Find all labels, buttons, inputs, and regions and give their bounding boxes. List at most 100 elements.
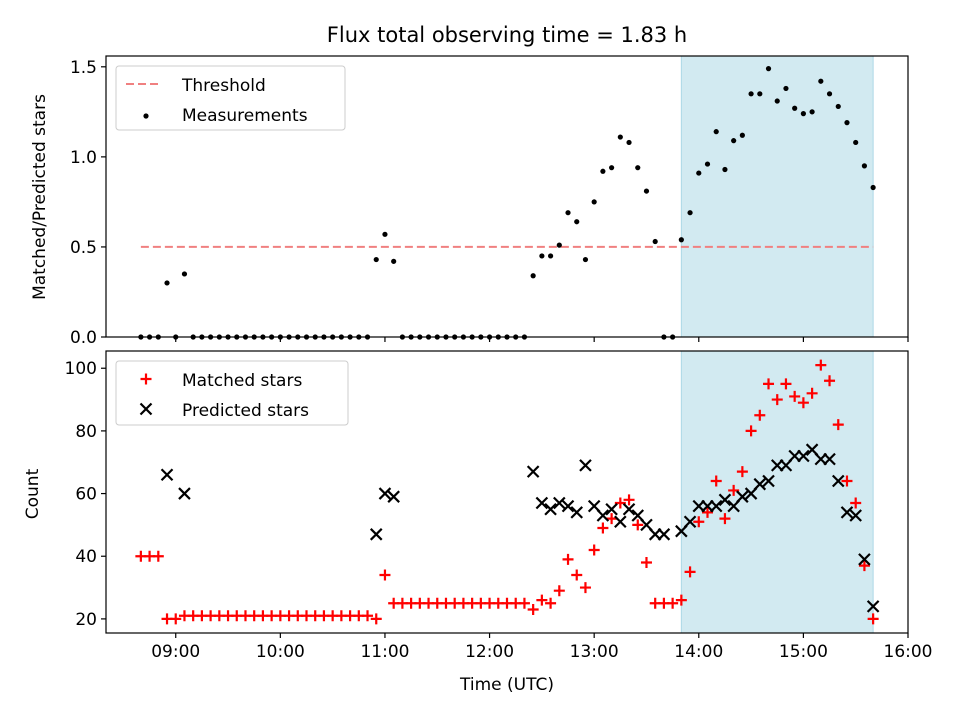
predicted-star-marker (718, 493, 732, 507)
measurement-point (164, 280, 170, 286)
matched-star-marker (370, 613, 382, 625)
predicted-star-marker (840, 506, 854, 519)
measurement-point (861, 163, 868, 169)
bottom-x-tick-label: 09:00 (151, 642, 200, 662)
matched-star-marker (841, 475, 853, 487)
matched-star-marker (754, 409, 766, 421)
matched-star-marker (806, 387, 818, 399)
matched-star-marker (824, 375, 836, 387)
predicted-star-marker (561, 499, 575, 513)
legend-x-swatch (139, 402, 153, 416)
bottom-x-tick-label: 13:00 (570, 642, 619, 662)
predicted-star-marker (579, 459, 592, 472)
measurement-point (722, 166, 728, 173)
matched-star-marker (362, 610, 374, 622)
predicted-star-marker (709, 499, 723, 513)
bottom-y-tick-label: 60 (75, 485, 97, 505)
legend-plus-swatch (140, 373, 152, 385)
predicted-star-marker (553, 496, 566, 510)
matched-star-marker (736, 466, 748, 478)
bottom-y-tick-label: 40 (75, 547, 97, 567)
top-y-tick-label: 0.5 (70, 238, 97, 258)
bottom-y-tick-label: 100 (65, 359, 97, 379)
matched-star-marker (553, 585, 565, 597)
measurement-point (748, 91, 754, 97)
bottom-x-tick-label: 14:00 (674, 642, 723, 662)
top-y-tick-label: 1.5 (70, 58, 97, 78)
measurement-point (635, 165, 641, 171)
measurement-point (609, 165, 615, 171)
matched-star-marker (684, 566, 696, 578)
matched-star-marker (771, 394, 783, 406)
matched-star-marker (789, 390, 801, 402)
matched-star-marker (623, 494, 635, 506)
matched-star-marker (719, 513, 731, 525)
matched-star-marker (579, 582, 591, 594)
measurement-point (835, 103, 841, 110)
matched-star-marker (710, 475, 722, 487)
measurement-point (783, 85, 789, 92)
matched-star-marker (632, 519, 644, 531)
bottom-x-tick-label: 12:00 (465, 642, 514, 662)
measurement-point (556, 242, 562, 248)
measurement-point (800, 111, 806, 117)
chart-title: Flux total observing time = 1.83 h (327, 23, 687, 47)
matched-star-marker (597, 522, 609, 534)
predicted-star-marker (866, 600, 880, 613)
top-legend-label: Measurements (182, 106, 308, 126)
predicted-star-marker (387, 490, 400, 503)
measurement-point (382, 231, 388, 237)
matched-star-marker (693, 516, 705, 528)
measurement-point (792, 105, 798, 111)
measurement-point (696, 170, 702, 176)
measurement-point (373, 256, 379, 263)
measurement-point (687, 210, 693, 216)
matched-star-marker (675, 594, 687, 606)
measurement-point (765, 66, 772, 72)
top-y-axis-label: Matched/Predicted stars (30, 94, 50, 300)
bottom-y-tick-label: 20 (75, 610, 97, 630)
predicted-star-marker (526, 465, 540, 478)
matched-star-marker (780, 378, 792, 390)
matched-star-marker (571, 569, 583, 581)
measurement-point (565, 210, 571, 216)
measurement-point (626, 139, 632, 146)
measurement-point (574, 219, 580, 225)
legend-dot-swatch (143, 113, 149, 119)
top-plot-frame (105, 55, 909, 338)
measurement-point (678, 237, 684, 243)
matched-star-marker (745, 425, 757, 437)
measurement-point (774, 98, 780, 104)
bottom-panel: 20 40 60 80 100 09:00 10:00 11:00 12:00 13:00 14:0… (65, 350, 933, 662)
bottom-observing-span (680, 350, 874, 634)
measurement-point (643, 188, 650, 194)
measurement-point (704, 161, 711, 167)
matched-star-marker (832, 419, 844, 431)
top-legend-label: Threshold (181, 76, 266, 96)
measurement-point (826, 91, 833, 97)
bottom-x-tick-label: 16:00 (884, 642, 933, 662)
measurement-point (713, 129, 719, 135)
bottom-x-tick-label: 11:00 (360, 642, 409, 662)
measurement-point (818, 78, 824, 84)
bottom-legend-box (115, 360, 349, 426)
measurement-point (539, 253, 545, 259)
measurement-point (844, 120, 850, 126)
bottom-y-axis-label: Count (23, 468, 43, 519)
predicted-star-marker (823, 452, 836, 466)
top-legend: Threshold Measurements (115, 65, 346, 131)
predicted-star-marker (683, 515, 697, 529)
predicted-star-marker (736, 490, 749, 503)
matched-star-marker (667, 597, 679, 609)
bottom-legend-label: Matched stars (182, 371, 302, 391)
measurement-point (870, 184, 876, 191)
predicted-star-marker (622, 502, 636, 516)
predicted-star-marker (753, 477, 767, 491)
top-panel: 0.0 0.5 1.0 1.5 Threshold Measurements (70, 55, 909, 348)
matched-star-marker (606, 513, 618, 525)
bottom-legend: Matched stars Predicted stars (115, 360, 349, 426)
predicted-star-marker (369, 528, 383, 541)
predicted-star-marker (614, 515, 627, 529)
top-y-tick-label: 1.0 (70, 148, 97, 168)
predicted-star-marker (849, 509, 862, 522)
